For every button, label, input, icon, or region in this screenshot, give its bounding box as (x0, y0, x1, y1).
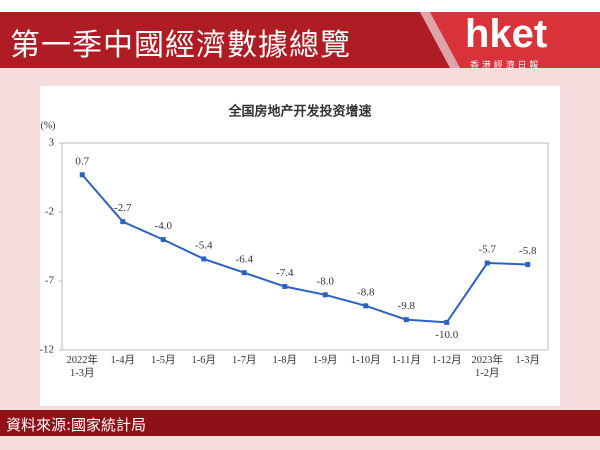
value-label: 0.7 (75, 155, 89, 167)
x-tick-label: 1-3月 (515, 355, 541, 366)
marker (120, 219, 126, 225)
marker (322, 292, 328, 298)
x-tick-label: 2022年 1-3月 (66, 355, 99, 379)
logo-subtitle: 香 港 經 濟 日 報 (470, 61, 539, 71)
marker (444, 319, 450, 325)
marker (241, 270, 247, 276)
y-tick-label: 3 (49, 137, 55, 149)
marker (160, 237, 166, 243)
marker (201, 256, 207, 262)
x-tick-label: 1-6月 (191, 355, 217, 366)
top-strip (0, 0, 600, 12)
marker (484, 260, 490, 266)
y-tick-label: -2 (45, 206, 54, 218)
value-label: -5.8 (519, 245, 537, 257)
x-tick-label: 1-8月 (272, 355, 298, 366)
y-tick-label: -12 (39, 344, 54, 356)
value-label: -5.4 (195, 239, 213, 251)
value-label: -2.7 (114, 202, 132, 214)
banner-title: 第一季中國經濟數據總覽 (10, 28, 351, 63)
x-tick-label: 1-11月 (391, 355, 421, 366)
x-tick-label: 2023年 1-2月 (471, 355, 504, 379)
value-label: -9.8 (398, 300, 416, 312)
x-tick-label: 1-10月 (350, 355, 381, 366)
x-tick-label: 1-4月 (110, 355, 136, 366)
marker (282, 284, 288, 290)
value-label: -7.4 (276, 267, 294, 279)
marker (363, 303, 369, 309)
x-tick-label: 1-9月 (313, 355, 338, 366)
source: 資料來源:國家統計局 (6, 416, 147, 434)
marker (525, 261, 531, 267)
x-tick-label: 1-12月 (431, 355, 462, 366)
value-label: -4.0 (155, 220, 173, 232)
value-label: -10.0 (435, 329, 458, 341)
y-unit: (%) (41, 120, 56, 131)
value-label: -6.4 (236, 253, 254, 265)
x-tick-label: 1-7月 (232, 355, 257, 366)
marker (403, 317, 409, 323)
plot-frame (61, 142, 549, 351)
value-label: -8.8 (357, 286, 375, 298)
value-label: -8.0 (317, 275, 335, 287)
marker (79, 172, 85, 178)
logo: hket (465, 12, 548, 56)
x-tick-label: 1-5月 (151, 355, 176, 366)
value-label: -5.7 (479, 244, 497, 256)
chart-title: 全国房地产开发投资增速 (227, 104, 371, 120)
line (81, 174, 528, 324)
y-tick-label: -7 (45, 275, 55, 287)
chart-card (40, 86, 560, 406)
footer (0, 410, 600, 436)
logo-background (420, 12, 600, 68)
